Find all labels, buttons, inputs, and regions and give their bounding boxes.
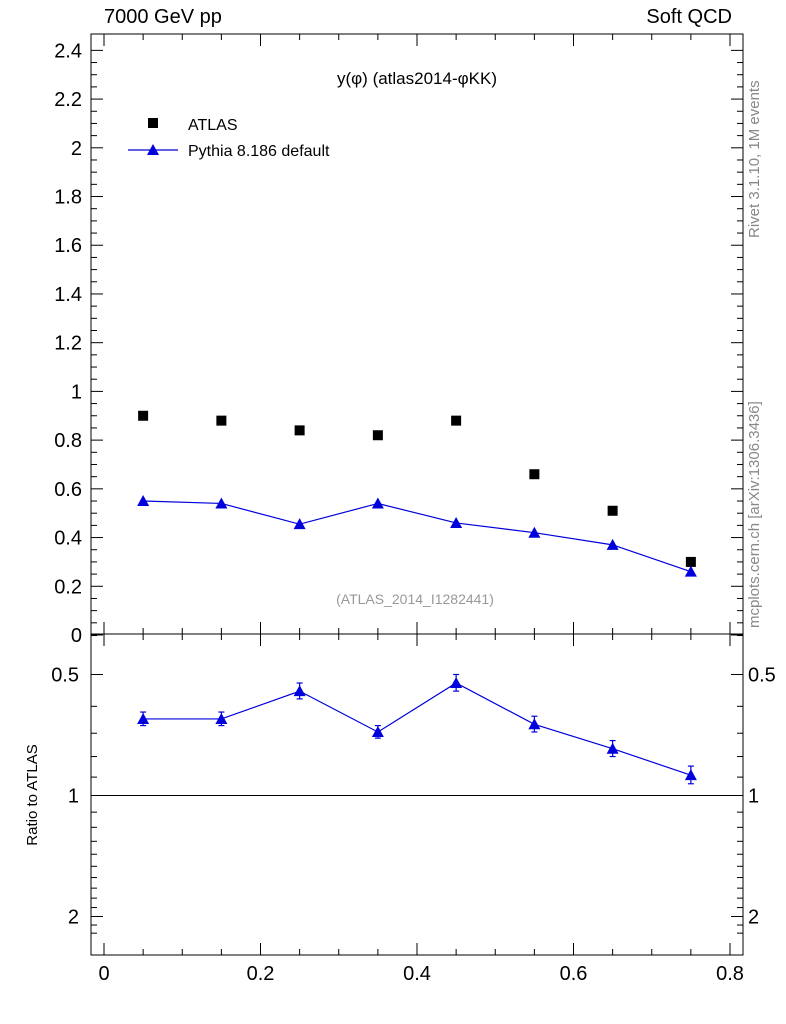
- ratio-data-point: [293, 685, 306, 697]
- main-y-tick-label: 0.6: [54, 479, 82, 501]
- atlas-data-point: [451, 415, 462, 426]
- main-y-tick-label: 1.6: [54, 235, 82, 257]
- header-collision-label: 7000 GeV pp: [104, 6, 222, 28]
- legend-pythia-marker: [147, 144, 159, 155]
- pythia-line: [143, 500, 692, 573]
- pythia-data-point: [684, 565, 697, 577]
- main-y-tick-label: 1.4: [54, 284, 82, 306]
- ratio-y-tick-label: 0.5: [51, 664, 79, 686]
- x-tick-label: 0.6: [560, 963, 588, 985]
- ratio-data-point: [606, 742, 619, 754]
- pythia-data-point: [137, 495, 150, 507]
- main-plot-title: y(φ) (atlas2014-φKK): [337, 69, 497, 88]
- x-tick-label: 0.4: [403, 963, 431, 985]
- ratio-y-tick-label-right: 1: [748, 786, 759, 808]
- ratio-y-tick-label-right: 0.5: [748, 664, 776, 686]
- ratio-data-point: [137, 712, 150, 724]
- ratio-data-point: [450, 677, 463, 689]
- main-y-tick-label: 1: [71, 381, 82, 403]
- main-y-tick-label: 2: [71, 138, 82, 160]
- pythia-data-point: [528, 526, 541, 538]
- ratio-pythia-line: [143, 682, 692, 776]
- x-tick-label: 0.2: [247, 963, 275, 985]
- atlas-data-point: [372, 430, 383, 441]
- pythia-data-point: [606, 538, 619, 550]
- main-y-tick-label: 0: [71, 625, 82, 647]
- ratio-data-point: [684, 769, 697, 781]
- atlas-data-point: [216, 415, 227, 426]
- pythia-data-point: [215, 497, 228, 509]
- ratio-plot-frame: [90, 633, 744, 956]
- main-y-tick-label: 0.4: [54, 528, 82, 550]
- atlas-data-point: [529, 469, 540, 480]
- pythia-data-point: [293, 518, 306, 530]
- atlas-data-point: [138, 410, 149, 421]
- atlas-data-point: [294, 425, 305, 436]
- atlas-data-point: [685, 556, 696, 567]
- x-tick-label: 0: [98, 963, 109, 985]
- atlas-data-point: [607, 505, 618, 516]
- analysis-watermark: (ATLAS_2014_I1282441): [336, 591, 494, 607]
- pythia-data-point: [371, 497, 384, 509]
- x-tick-label: 0.8: [716, 963, 744, 985]
- ratio-data-point: [215, 712, 228, 724]
- legend-pythia-label: Pythia 8.186 default: [188, 143, 330, 160]
- legend-atlas-label: ATLAS: [188, 117, 238, 134]
- main-y-tick-label: 2.2: [54, 89, 82, 111]
- main-y-tick-label: 0.2: [54, 576, 82, 598]
- ratio-y-axis-label: Ratio to ATLAS: [24, 744, 41, 845]
- ratio-data-point: [528, 718, 541, 730]
- main-y-tick-label: 1.2: [54, 333, 82, 355]
- pythia-data-point: [450, 516, 463, 528]
- header-process-label: Soft QCD: [646, 6, 732, 28]
- main-y-tick-label: 1.8: [54, 187, 82, 209]
- main-y-tick-label: 2.4: [54, 40, 82, 62]
- ratio-y-tick-label: 1: [68, 786, 79, 808]
- main-y-tick-label: 0.8: [54, 430, 82, 452]
- legend-atlas-marker: [148, 118, 158, 128]
- ratio-data-point: [371, 725, 384, 737]
- ratio-y-tick-label: 2: [68, 907, 79, 929]
- ratio-y-tick-label-right: 2: [748, 907, 759, 929]
